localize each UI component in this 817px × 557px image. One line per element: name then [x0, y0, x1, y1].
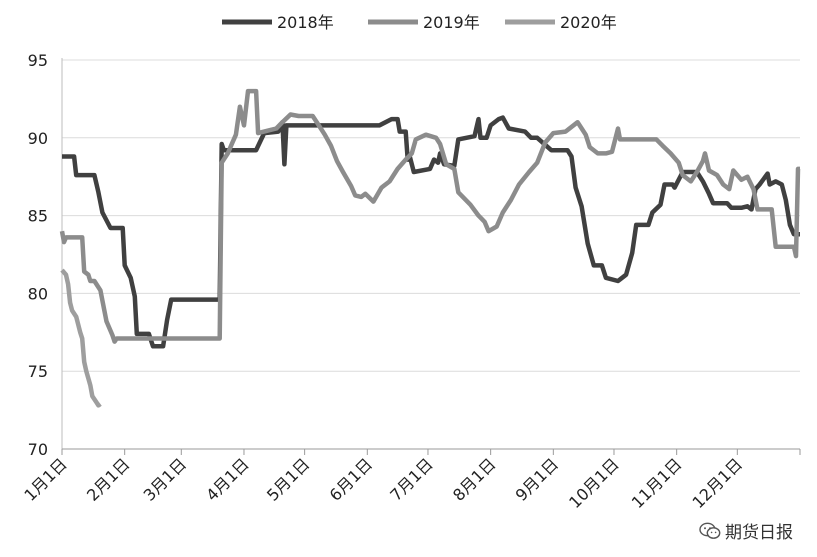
series-lines: [59, 88, 801, 408]
legend-label-3: 2020年: [560, 13, 617, 32]
y-axis-ticks: 70 75 80 85 90 95: [28, 51, 48, 459]
x-tick-label: 12月1日: [688, 454, 746, 512]
x-tick-label: 11月1日: [628, 454, 686, 512]
x-tick-label: 9月1日: [512, 454, 562, 504]
y-tick-label: 80: [28, 284, 48, 303]
x-tick-label: 6月1日: [326, 454, 376, 504]
axes: [61, 58, 801, 455]
series-line-3: [60, 268, 102, 408]
x-tick-label: 1月1日: [20, 454, 70, 504]
x-axis-ticks: 1月1日 2月1日 3月1日 4月1日 5月1日 6月1日 7月1日 8月1日 9月1日 10月1…: [20, 454, 746, 512]
series-line-1: [62, 115, 800, 349]
series-line-2: [59, 88, 801, 344]
watermark-text: 期货日报: [725, 523, 793, 543]
legend: 2018年 2019年 2020年: [222, 13, 617, 32]
grid-lines: [62, 59, 800, 372]
watermark: 期货日报: [699, 518, 793, 543]
legend-label-2: 2019年: [423, 13, 480, 32]
x-tick-label: 7月1日: [386, 454, 436, 504]
y-tick-label: 95: [28, 51, 48, 70]
x-tick-label: 10月1日: [565, 454, 623, 512]
wechat-icon: [699, 522, 721, 539]
y-tick-label: 90: [28, 129, 48, 148]
x-tick-label: 3月1日: [140, 454, 190, 504]
x-tick-label: 5月1日: [263, 454, 313, 504]
y-tick-label: 75: [28, 362, 48, 381]
x-tick-label: 4月1日: [202, 454, 252, 504]
legend-label-1: 2018年: [277, 13, 334, 32]
y-tick-label: 70: [28, 440, 48, 459]
x-tick-label: 2月1日: [83, 454, 133, 504]
x-tick-label: 8月1日: [449, 454, 499, 504]
y-tick-label: 85: [28, 207, 48, 226]
